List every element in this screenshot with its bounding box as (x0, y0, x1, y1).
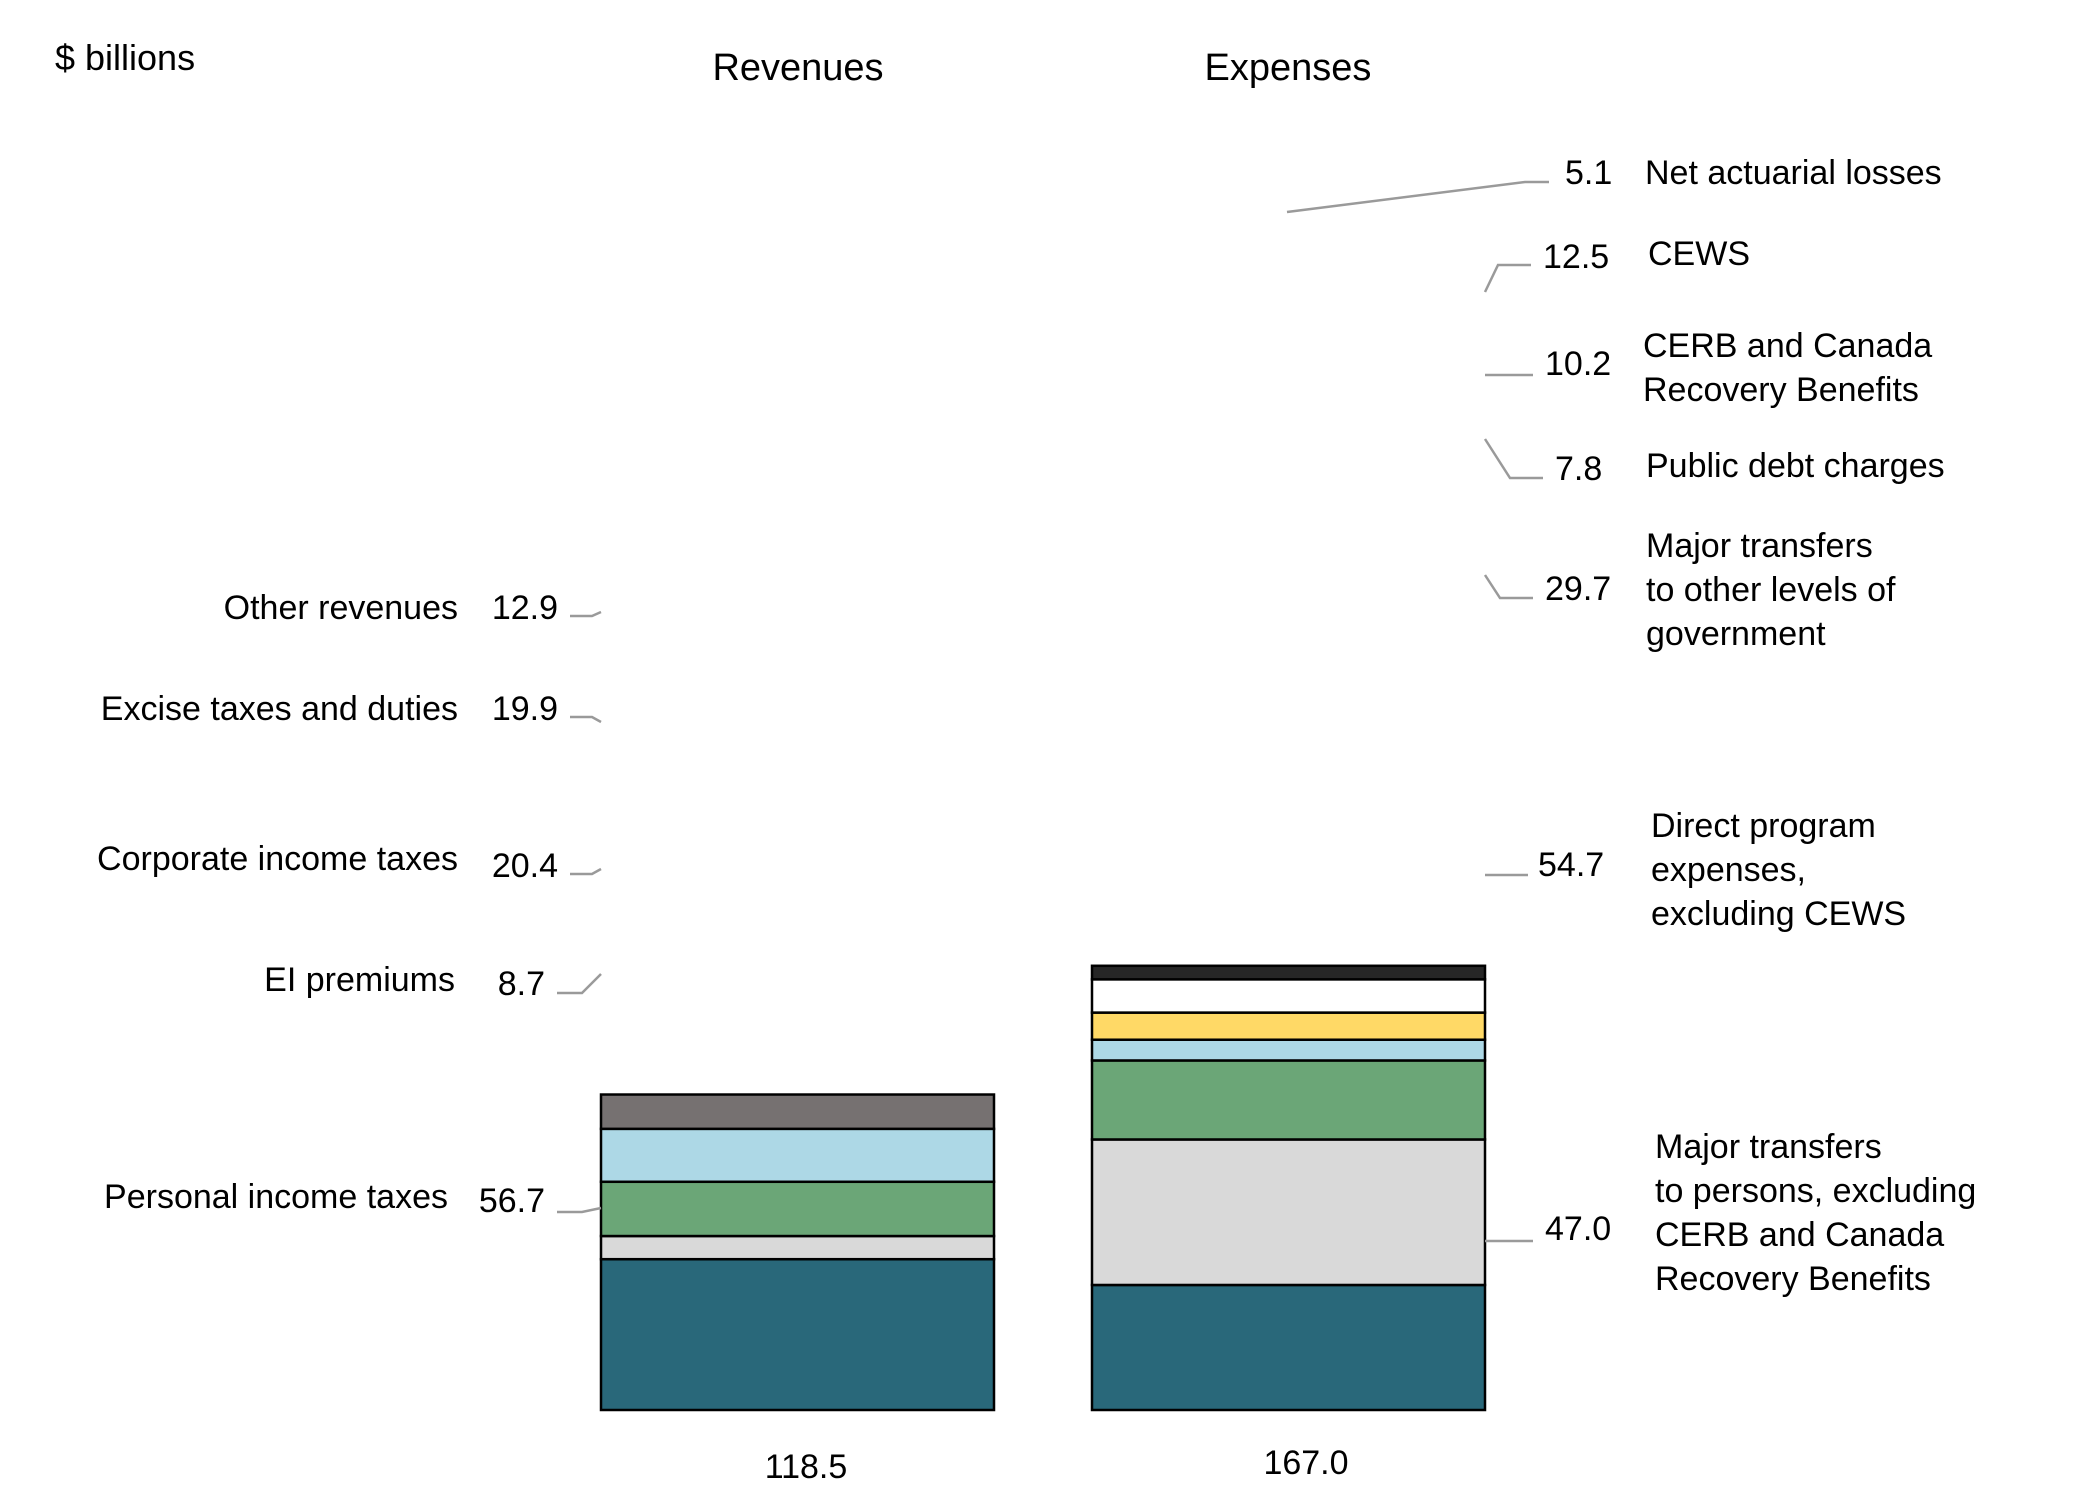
bar-segment-revenues-corporate-income-taxes (599, 1180, 996, 1238)
segment-label-revenues-excise-taxes-and-duties: Excise taxes and duties (101, 690, 458, 728)
segment-label-revenues-ei-premiums: EI premiums (264, 961, 455, 999)
value-label-expenses-cews: 12.5 (1543, 238, 1609, 276)
leader-lines (557, 180, 1549, 1243)
segment-label-revenues-personal-income-taxes: Personal income taxes (104, 1178, 448, 1216)
leader-line-expenses-net-actuarial-losses (1286, 180, 1549, 214)
value-label-revenues-ei-premiums: 8.7 (498, 965, 545, 1003)
value-label-expenses-major-transfers-to-other-levels-of-government: 29.7 (1545, 570, 1611, 608)
bar-segment-expenses-public-debt-charges (1090, 1038, 1487, 1062)
leader-line-revenues-other-revenues (570, 610, 602, 618)
segment-label-expenses-major-transfers-to-other-levels-of-government: Major transfers to other levels of governm… (1646, 527, 1896, 653)
bar-segment-expenses-direct-program-expenses-excluding-cews (1090, 1138, 1487, 1287)
bar-segment-expenses-cerb-and-canada-recovery-benefits (1090, 1011, 1487, 1041)
segment-label-expenses-net-actuarial-losses: Net actuarial losses (1645, 154, 1942, 192)
value-label-revenues-other-revenues: 12.9 (492, 589, 558, 627)
segment-label-expenses-direct-program-expenses-excluding-cews: Direct program expenses, excluding CEWS (1651, 807, 1906, 933)
segment-label-expenses-major-transfers-to-persons-excluding-cerb-and-canada-recovery-benefits: Major transfers to persons, excluding CERB… (1655, 1128, 1976, 1298)
segment-label-revenues-corporate-income-taxes: Corporate income taxes (97, 840, 458, 878)
bar-segment-expenses-major-transfers-to-other-levels-of-government (1090, 1059, 1487, 1141)
segment-label-expenses-cerb-and-canada-recovery-benefits: CERB and Canada Recovery Benefits (1643, 327, 1932, 409)
bar-segment-revenues-ei-premiums (599, 1234, 996, 1261)
total-label-expenses: 167.0 (1263, 1444, 1348, 1482)
value-label-revenues-personal-income-taxes: 56.7 (479, 1182, 545, 1220)
leader-line-revenues-ei-premiums (557, 973, 602, 995)
value-label-expenses-direct-program-expenses-excluding-cews: 54.7 (1538, 846, 1604, 884)
segment-label-revenues-other-revenues: Other revenues (224, 589, 458, 627)
value-label-expenses-major-transfers-to-persons-excluding-cerb-and-canada-recovery-benefits: 47.0 (1545, 1210, 1611, 1248)
leader-line-revenues-excise-taxes-and-duties (570, 715, 602, 724)
unit-label: $ billions (55, 37, 195, 78)
leader-line-revenues-personal-income-taxes (557, 1206, 602, 1214)
bar-segment-expenses-major-transfers-to-persons-excluding-cerb-and-canada-recovery-benefits (1090, 1283, 1487, 1412)
segment-labels: 56.7 Personal income taxes 8.7 EI premiums 2… (97, 154, 1976, 1298)
category-label-revenues: Revenues (712, 47, 883, 89)
leader-line-revenues-corporate-income-taxes (570, 867, 602, 876)
segment-label-expenses-public-debt-charges: Public debt charges (1646, 447, 1945, 485)
bar-segment-expenses-cews (1090, 978, 1487, 1014)
leader-line-expenses-cews (1483, 263, 1531, 293)
leader-line-expenses-public-debt-charges (1483, 438, 1543, 480)
value-label-expenses-cerb-and-canada-recovery-benefits: 10.2 (1545, 345, 1611, 383)
bar-segment-expenses-net-actuarial-losses (1090, 964, 1487, 981)
value-label-expenses-public-debt-charges: 7.8 (1555, 450, 1602, 488)
category-label-expenses: Expenses (1205, 47, 1372, 89)
bar-segment-revenues-personal-income-taxes (599, 1257, 996, 1412)
bar-segment-revenues-excise-taxes-and-duties (599, 1127, 996, 1184)
total-label-revenues: 118.5 (765, 1448, 848, 1486)
bar-segment-revenues-other-revenues (599, 1093, 996, 1131)
value-label-expenses-net-actuarial-losses: 5.1 (1565, 154, 1612, 192)
segment-label-expenses-cews: CEWS (1648, 235, 1750, 273)
value-label-revenues-corporate-income-taxes: 20.4 (492, 847, 558, 885)
bars (599, 964, 1487, 1412)
leader-line-expenses-major-transfers-to-other-levels-of-government (1483, 574, 1533, 600)
value-label-revenues-excise-taxes-and-duties: 19.9 (492, 690, 558, 728)
